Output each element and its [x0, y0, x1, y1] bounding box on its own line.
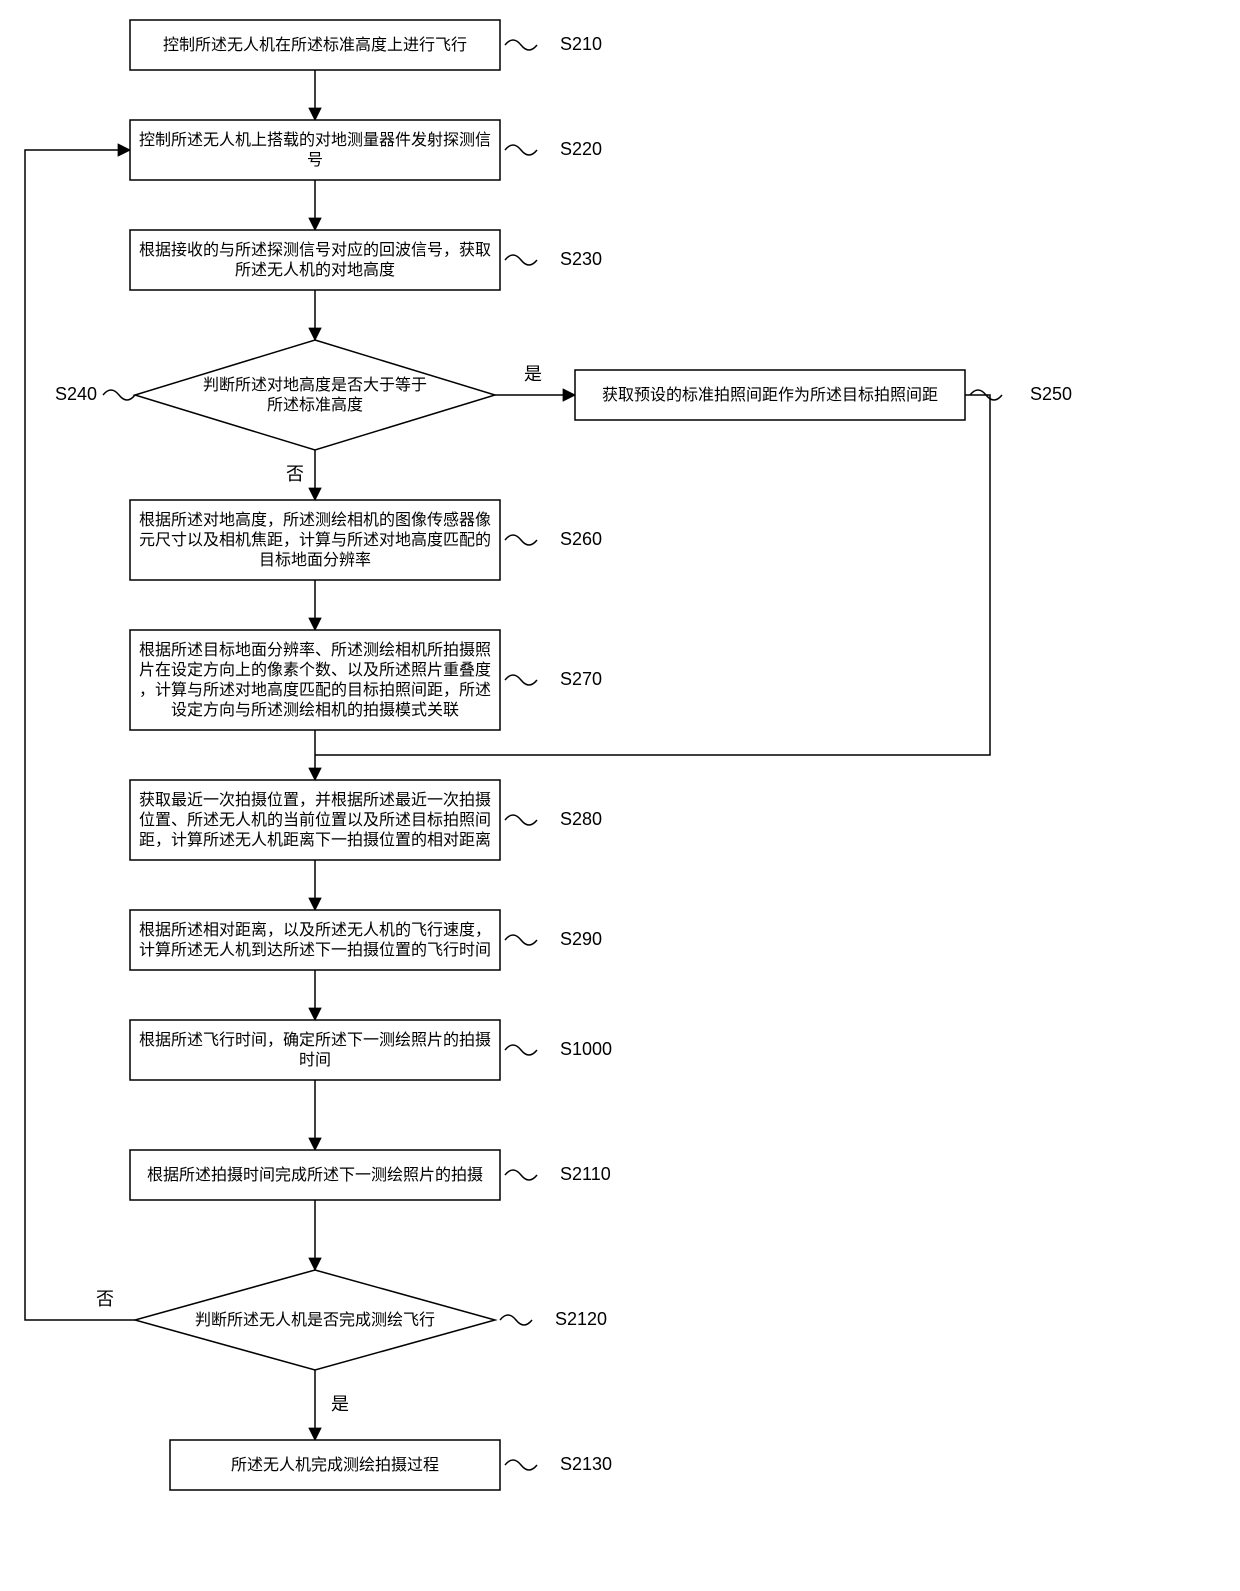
node-text-S280-line0: 获取最近一次拍摄位置，并根据所述最近一次拍摄	[139, 791, 491, 809]
node-text-S2120-line0: 判断所述无人机是否完成测绘飞行	[195, 1311, 435, 1329]
node-text-S220-line0: 控制所述无人机上搭载的对地测量器件发射探测信	[139, 131, 491, 149]
label-connector	[505, 1045, 537, 1055]
node-text-S290-line1: 计算所述无人机到达所述下一拍摄位置的飞行时间	[139, 940, 491, 959]
node-text-S260-line2: 目标地面分辨率	[259, 551, 371, 569]
node-text-S220-line1: 号	[307, 151, 323, 169]
node-text-S270-line0: 根据所述目标地面分辨率、所述测绘相机所拍摄照	[139, 641, 491, 659]
node-text-S270-line1: 片在设定方向上的像素个数、以及所述照片重叠度	[139, 661, 491, 679]
step-label-S250: S250	[1030, 384, 1072, 404]
label-connector	[505, 535, 537, 545]
step-label-S230: S230	[560, 249, 602, 269]
node-S260: 根据所述对地高度，所述测绘相机的图像传感器像元尺寸以及相机焦距，计算与所述对地高…	[130, 500, 602, 580]
step-label-S290: S290	[560, 929, 602, 949]
node-text-S230-line1: 所述无人机的对地高度	[235, 261, 395, 279]
label-connector	[505, 145, 537, 155]
edge-label-S240-S250: 是	[524, 364, 542, 384]
node-text-S2130-line0: 所述无人机完成测绘拍摄过程	[231, 1456, 439, 1474]
node-text-S1000-line1: 时间	[299, 1051, 331, 1069]
node-rect-S290	[130, 910, 500, 970]
step-label-S280: S280	[560, 809, 602, 829]
label-connector	[505, 935, 537, 945]
node-S2110: 根据所述拍摄时间完成所述下一测绘照片的拍摄 S2110	[130, 1150, 611, 1200]
node-text-S260-line1: 元尺寸以及相机焦距，计算与所述对地高度匹配的	[139, 530, 491, 549]
step-label-S210: S210	[560, 34, 602, 54]
node-text-S2110-line0: 根据所述拍摄时间完成所述下一测绘照片的拍摄	[147, 1166, 483, 1184]
node-text-S260-line0: 根据所述对地高度，所述测绘相机的图像传感器像	[139, 511, 491, 529]
node-text-S1000-line0: 根据所述飞行时间，确定所述下一测绘照片的拍摄	[139, 1031, 491, 1049]
flowchart-canvas: 是否是否控制所述无人机在所述标准高度上进行飞行S210控制所述无人机上搭载的对地…	[0, 0, 1240, 1591]
label-connector	[505, 1460, 537, 1470]
label-connector	[103, 390, 135, 400]
node-rect-S230	[130, 230, 500, 290]
node-diamond-S240	[135, 340, 495, 450]
step-label-S2130: S2130	[560, 1454, 612, 1474]
node-S240: 判断所述对地高度是否大于等于所述标准高度 S240	[55, 340, 495, 450]
edge-S2120-S220_loop	[25, 150, 135, 1320]
step-label-S260: S260	[560, 529, 602, 549]
node-S1000: 根据所述飞行时间，确定所述下一测绘照片的拍摄时间 S1000	[130, 1020, 612, 1080]
node-text-S240-line0: 判断所述对地高度是否大于等于	[203, 376, 427, 394]
edge-label-S2120-S2130: 是	[331, 1394, 349, 1414]
node-S210: 控制所述无人机在所述标准高度上进行飞行 S210	[130, 20, 602, 70]
edge-label-S240-S260: 否	[286, 464, 304, 484]
node-S220: 控制所述无人机上搭载的对地测量器件发射探测信号 S220	[130, 120, 602, 180]
step-label-S220: S220	[560, 139, 602, 159]
node-S270: 根据所述目标地面分辨率、所述测绘相机所拍摄照片在设定方向上的像素个数、以及所述照…	[130, 630, 602, 730]
node-text-S240-line1: 所述标准高度	[267, 396, 363, 414]
node-text-S290-line0: 根据所述相对距离，以及所述无人机的飞行速度，	[139, 921, 491, 939]
node-text-S270-line3: 设定方向与所述测绘相机的拍摄模式关联	[171, 701, 459, 719]
label-connector	[505, 40, 537, 50]
node-S2120: 判断所述无人机是否完成测绘飞行 S2120	[135, 1270, 607, 1370]
label-connector	[505, 815, 537, 825]
node-S2130: 所述无人机完成测绘拍摄过程 S2130	[170, 1440, 612, 1490]
node-text-S230-line0: 根据接收的与所述探测信号对应的回波信号，获取	[139, 240, 491, 259]
node-S250: 获取预设的标准拍照间距作为所述目标拍照间距 S250	[575, 370, 1072, 420]
node-text-S280-line2: 距，计算所述无人机距离下一拍摄位置的相对距离	[139, 830, 491, 849]
node-text-S280-line1: 位置、所述无人机的当前位置以及所述目标拍照间	[139, 811, 491, 829]
label-connector	[505, 1170, 537, 1180]
label-connector	[500, 1315, 532, 1325]
edge-label-S2120-S220_loop: 否	[96, 1289, 114, 1309]
node-S290: 根据所述相对距离，以及所述无人机的飞行速度，计算所述无人机到达所述下一拍摄位置的…	[130, 910, 602, 970]
step-label-S2110: S2110	[560, 1164, 611, 1184]
node-text-S210-line0: 控制所述无人机在所述标准高度上进行飞行	[163, 36, 467, 54]
step-label-S270: S270	[560, 669, 602, 689]
node-text-S270-line2: ，计算与所述对地高度匹配的目标拍照间距，所述	[139, 680, 491, 699]
node-S280: 获取最近一次拍摄位置，并根据所述最近一次拍摄位置、所述无人机的当前位置以及所述目…	[130, 780, 602, 860]
step-label-S2120: S2120	[555, 1309, 607, 1329]
step-label-S240: S240	[55, 384, 97, 404]
node-S230: 根据接收的与所述探测信号对应的回波信号，获取所述无人机的对地高度 S230	[130, 230, 602, 290]
node-rect-S1000	[130, 1020, 500, 1080]
label-connector	[505, 675, 537, 685]
step-label-S1000: S1000	[560, 1039, 612, 1059]
node-rect-S220	[130, 120, 500, 180]
label-connector	[505, 255, 537, 265]
node-text-S250-line0: 获取预设的标准拍照间距作为所述目标拍照间距	[602, 386, 938, 404]
